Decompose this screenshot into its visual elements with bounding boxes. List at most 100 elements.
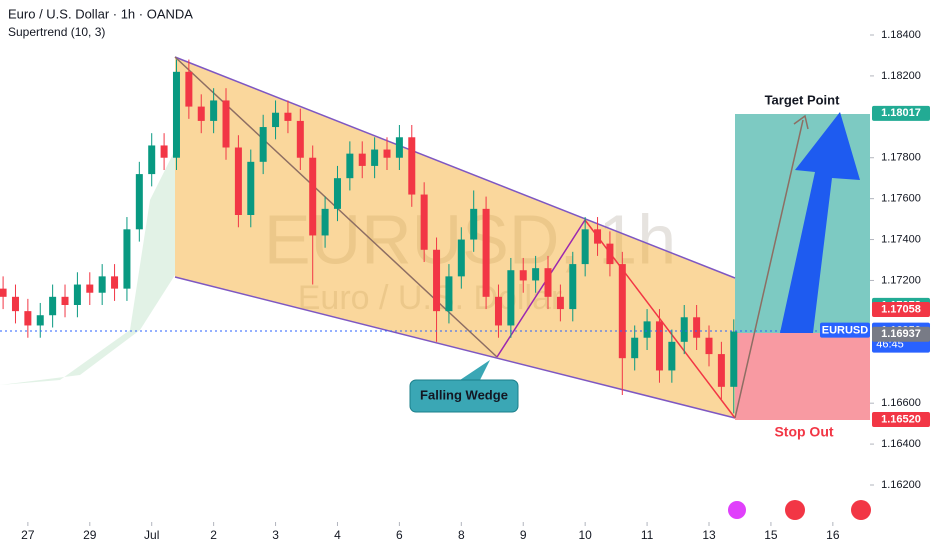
price-tag-label: 1.16520: [881, 413, 921, 425]
y-tick-label: 1.17800: [881, 152, 921, 164]
big-arrow: [780, 112, 860, 333]
candle-body: [160, 145, 168, 158]
candle-body: [185, 71, 193, 107]
candle-body: [717, 354, 725, 387]
watermark: EURUSD, 1h: [264, 200, 676, 278]
candle-body: [148, 145, 156, 175]
candle-body: [556, 296, 564, 310]
x-tick-label: 6: [396, 528, 403, 542]
candle-body: [569, 264, 577, 310]
projection-arrow: [734, 119, 804, 419]
x-tick-label: 8: [458, 528, 465, 542]
candle-body: [507, 270, 515, 326]
candle-body: [123, 229, 131, 289]
candle-body: [730, 331, 738, 387]
candle-body: [693, 317, 701, 338]
candle-body: [395, 137, 403, 158]
candle-body: [705, 337, 713, 355]
symbol-tag: [820, 322, 870, 338]
y-tick-label: 1.18200: [881, 70, 921, 82]
candle-body: [371, 149, 379, 166]
candle-body: [111, 276, 119, 289]
y-tick-label: 1.17600: [881, 193, 921, 205]
swing-line: [496, 219, 586, 358]
candle-body: [383, 149, 391, 158]
y-tick-label: 1.17400: [881, 233, 921, 245]
y-tick-label: 1.17200: [881, 274, 921, 286]
y-tick-label: 1.16600: [881, 397, 921, 409]
x-tick-label: 15: [764, 528, 778, 542]
candle-body: [581, 229, 589, 265]
arrow-head: [793, 114, 809, 130]
candle-body: [222, 100, 230, 148]
wedge-top: [174, 56, 736, 279]
candle-body: [247, 161, 255, 215]
candle-body: [470, 208, 478, 240]
price-tag: [872, 302, 930, 317]
chart-title: Euro / U.S. Dollar · 1h · OANDA: [8, 6, 193, 21]
candle-body: [494, 296, 502, 326]
candle-body: [234, 147, 242, 215]
candle-body: [61, 296, 69, 305]
watermark-sub: Euro / U.S. Dollar: [298, 279, 563, 317]
candle-body: [519, 270, 527, 281]
symbol-tag-label: EURUSD: [822, 324, 869, 336]
candle-body: [73, 284, 81, 305]
x-tick-label: 11: [641, 528, 654, 542]
icon[interactable]: [851, 500, 871, 520]
x-tick-label: 3: [272, 528, 279, 542]
x-tick-label: 16: [826, 528, 840, 542]
y-tick-label: 1.18400: [881, 29, 921, 41]
price-tag-label: 1.16937: [881, 328, 921, 340]
x-tick-label: 9: [520, 528, 527, 542]
candle-body: [172, 71, 180, 158]
candle-body: [24, 311, 32, 326]
candle-body: [36, 315, 44, 326]
candle-body: [606, 243, 614, 265]
candle-body: [358, 153, 366, 166]
x-tick-label: 2: [210, 528, 217, 542]
candle-body: [135, 174, 143, 230]
x-tick-label: 29: [83, 528, 97, 542]
x-tick-label: Jul: [144, 528, 159, 542]
y-tick-label: 1.16200: [881, 479, 921, 491]
candle-body: [643, 321, 651, 338]
candle-body: [445, 276, 453, 312]
icon[interactable]: [728, 501, 746, 519]
indicator-label: Supertrend (10, 3): [8, 25, 105, 39]
candle-body: [408, 137, 416, 195]
x-tick-label: 27: [21, 528, 35, 542]
candle-body: [0, 288, 7, 297]
callout-pointer: [460, 360, 490, 380]
stop-label: Stop Out: [774, 424, 833, 440]
callout: [409, 379, 519, 413]
candle-body: [11, 296, 19, 312]
price-tag-label: 1.18017: [881, 107, 921, 119]
candle-body: [197, 106, 205, 121]
x-tick-label: 13: [702, 528, 716, 542]
candle-body: [321, 208, 329, 236]
candle-body: [618, 264, 626, 359]
candle-body: [296, 120, 304, 158]
candle-body: [532, 268, 540, 281]
candle-body: [309, 157, 317, 236]
candle-body: [420, 194, 428, 250]
candle-body: [49, 296, 57, 316]
candle-body: [482, 208, 490, 297]
candle-body: [272, 112, 280, 128]
candle-body: [680, 317, 688, 342]
candle-body: [210, 100, 218, 121]
candle-body: [433, 249, 441, 312]
icon[interactable]: [785, 500, 805, 520]
candle-body: [655, 321, 663, 371]
supertrend-area: [0, 150, 175, 385]
price-tag: [872, 105, 930, 121]
candle-body: [594, 229, 602, 244]
price-tag: [872, 412, 930, 428]
x-tick-label: 10: [578, 528, 592, 542]
candle-body: [668, 341, 676, 371]
target-label: Target Point: [765, 92, 841, 107]
stop-zone: [735, 333, 870, 420]
price-tag: [872, 326, 930, 342]
